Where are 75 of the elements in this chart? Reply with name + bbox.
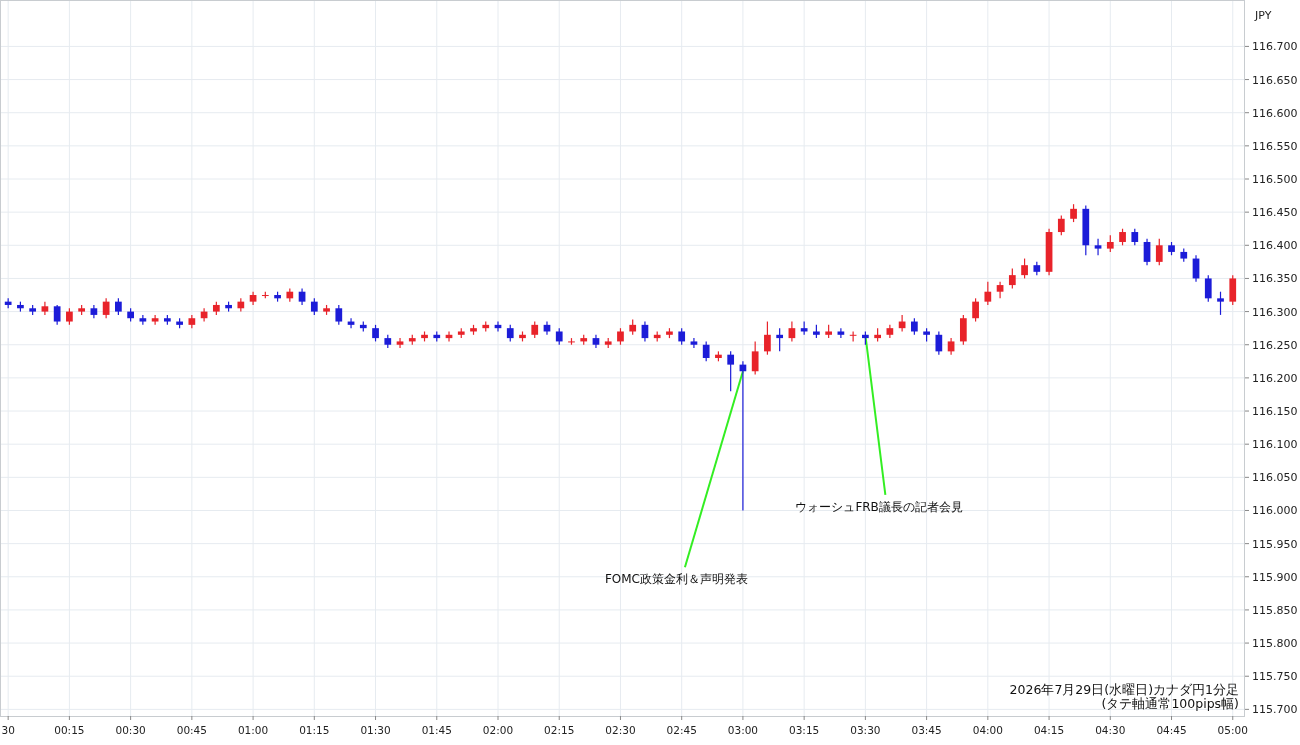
candlestick	[1057, 214, 1065, 236]
y-tick-label: 116.250	[1252, 338, 1298, 352]
x-tick-label: 01:00	[237, 724, 269, 736]
y-tick-label: 116.050	[1252, 471, 1298, 485]
candlestick	[1204, 274, 1212, 303]
candlestick	[139, 314, 147, 326]
y-tick-label: 115.950	[1252, 537, 1298, 551]
y-tick-label: 116.350	[1252, 272, 1298, 286]
x-tick-label: 00:30	[115, 724, 146, 736]
candlestick	[690, 337, 698, 349]
x-tick-label: 03:30	[850, 724, 881, 736]
y-axis-title: JPY	[1254, 9, 1272, 22]
annotation: (タテ軸通常100pips幅)	[1101, 696, 1239, 711]
candlestick	[996, 281, 1004, 299]
y-tick-label: 116.000	[1252, 504, 1298, 518]
x-tick-label: 05:00	[1217, 724, 1248, 736]
y-tick-label: 115.700	[1252, 703, 1298, 717]
y-tick-label: 115.750	[1252, 670, 1298, 684]
y-tick-label: 116.300	[1252, 305, 1298, 319]
x-tick-label: 00:15	[54, 724, 85, 736]
y-tick-label: 116.550	[1252, 139, 1298, 153]
y-tick-label: 116.100	[1252, 438, 1298, 452]
x-tick-label: 00:45	[176, 724, 207, 736]
y-tick-label: 115.800	[1252, 637, 1298, 651]
x-tick-label: 02:45	[666, 724, 697, 736]
annotation: 2026年7月29日(水曜日)カナダ円1分足	[1009, 682, 1239, 697]
y-tick-label: 116.650	[1252, 73, 1298, 87]
x-tick-label: 01:45	[421, 724, 452, 736]
candlestick	[53, 304, 61, 326]
y-tick-label: 115.900	[1252, 570, 1298, 584]
candlestick	[1229, 274, 1237, 306]
y-tick-label: 115.850	[1252, 603, 1298, 617]
candlestick	[984, 281, 992, 306]
x-tick-label: 04:45	[1156, 724, 1187, 736]
candlestick	[1155, 238, 1163, 266]
annotation: ウォーシュFRB議長の記者会見	[795, 499, 963, 514]
candlestick	[396, 337, 404, 349]
candlestick	[1008, 267, 1016, 289]
candlestick	[151, 314, 159, 326]
x-tick-label: 04:30	[1095, 724, 1126, 736]
x-tick-label: 02:30	[605, 724, 636, 736]
candlestick	[764, 320, 771, 356]
y-tick-label: 116.150	[1252, 405, 1298, 419]
candlestick	[1094, 238, 1102, 256]
x-tick-label: 03:15	[789, 724, 820, 736]
y-tick-label: 116.400	[1252, 239, 1298, 253]
y-tick-label: 116.700	[1252, 40, 1298, 54]
y-tick-label: 116.450	[1252, 206, 1298, 220]
candlestick	[727, 350, 735, 392]
x-tick-label: 01:30	[360, 724, 391, 736]
x-tick-label: 04:00	[972, 724, 1003, 736]
y-tick-label: 116.200	[1252, 371, 1298, 385]
x-tick-label: 03:00	[727, 724, 759, 736]
candlestick	[972, 297, 979, 323]
candlestick	[1021, 257, 1028, 280]
candlestick	[776, 327, 784, 352]
x-tick-label: 01:15	[299, 724, 330, 736]
annotation: FOMC政策金利＆声明発表	[604, 572, 749, 587]
x-tick-label: 30	[1, 724, 15, 736]
candlestick	[837, 327, 845, 339]
candlestick	[702, 340, 710, 362]
candlestick	[788, 320, 796, 343]
x-tick-label: 02:15	[544, 724, 575, 736]
candlestick	[959, 314, 967, 346]
candlestick	[1143, 238, 1151, 266]
x-tick-label: 04:15	[1033, 724, 1065, 736]
x-tick-label: 02:00	[482, 724, 514, 736]
candlestick	[335, 304, 343, 326]
candlestick	[800, 320, 808, 336]
candlestick	[751, 340, 759, 376]
y-tick-label: 116.500	[1252, 173, 1298, 186]
x-tick-label: 03:45	[911, 724, 942, 736]
candlestick	[1217, 291, 1224, 316]
candlestick	[935, 330, 943, 356]
y-tick-label: 116.600	[1252, 106, 1298, 120]
